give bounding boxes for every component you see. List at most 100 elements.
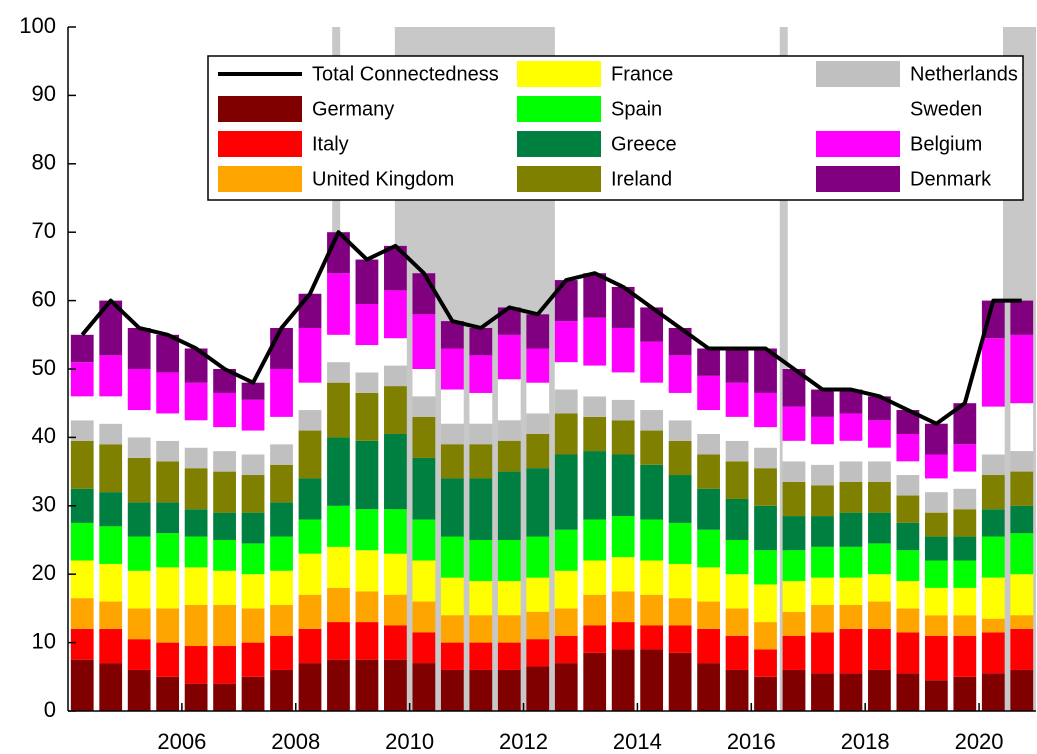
bar-segment [440,669,464,711]
bar-segment [298,553,322,595]
bar-segment [754,505,777,551]
bar-segment [70,420,94,441]
bar-segment [327,334,350,363]
bar-segment [99,628,123,664]
bar-segment [412,560,436,602]
bar-segment [127,639,151,670]
bar-segment [497,540,521,582]
bar-segment [697,663,720,711]
bar-segment [355,550,379,592]
bar-segment [127,369,151,411]
bar-segment [270,502,293,537]
bar-segment [811,464,834,486]
bar-segment [384,245,407,291]
bar-segment [469,327,493,356]
bar-segment [412,457,436,520]
bar-segment [156,413,180,441]
bar-segment [99,423,123,445]
bar-segment [526,468,550,537]
bar-segment [440,321,464,349]
bar-segment [924,680,948,711]
bar-segment [412,632,436,664]
legend-label: Italy [312,133,349,155]
bar-segment [270,635,293,670]
bar-segment [583,594,607,626]
bar-segment [1010,533,1034,575]
bar-segment [99,355,123,397]
bar-segment [924,615,948,636]
bar-segment [640,519,664,561]
bar-segment [70,628,94,660]
bar-segment [811,604,834,633]
bar-segment [99,492,123,527]
bar-segment [298,663,322,711]
bar-segment [697,375,720,411]
bar-segment [270,327,293,369]
bar-segment [184,509,208,537]
y-tick-label: 50 [32,355,56,380]
legend-swatch [816,96,900,122]
bar-segment [327,622,350,660]
bar-segment [668,420,692,441]
bar-segment [440,536,464,578]
legend-label: Belgium [910,133,982,155]
bar-segment [782,406,806,441]
bar-segment [668,598,692,626]
bar-segment [327,505,350,547]
bar-segment [241,574,265,609]
bar-segment [981,475,1005,510]
bar-segment [554,663,578,711]
bar-segment [953,488,977,510]
y-tick-label: 20 [32,560,56,585]
bar-segment [811,389,834,417]
bar-segment [184,468,208,510]
bar-segment [497,471,521,540]
bar-segment [384,386,407,434]
legend: Total Connectedness Germany Italy United Ki… [207,55,1024,201]
bar-segment [70,560,94,599]
bar-segment [384,338,407,366]
bar-segment [184,420,208,448]
bar-segment [668,392,692,421]
bar-segment [298,410,322,431]
bar-segment [469,669,493,711]
bar-segment [298,519,322,554]
bar-segment [754,427,777,448]
bar-segment [156,533,180,568]
bar-segment [355,304,379,346]
bar-segment [298,382,322,411]
bar-segment [127,327,151,369]
bar-segment [355,622,379,660]
bar-segment [70,334,94,363]
bar-segment [270,669,293,711]
bar-segment [156,372,180,414]
bar-segment [640,341,664,383]
bar-segment [839,604,863,629]
y-tick-label: 80 [32,150,56,175]
bar-segment [611,454,635,517]
bar-segment [611,622,635,650]
bar-segment [754,468,777,506]
bar-segment [213,540,236,571]
bar-segment [384,433,407,510]
x-tick-label: 2018 [841,729,890,754]
bar-segment [355,440,379,510]
legend-swatch [816,166,900,192]
bar-segment [811,577,834,605]
legend-label: France [611,63,673,85]
bar-segment [754,676,777,711]
bar-segment [868,628,891,670]
bar-segment [981,536,1005,578]
y-tick-label: 0 [44,697,56,722]
bar-segment [355,509,379,551]
bar-segment [896,461,920,476]
bar-segment [668,440,692,476]
bar-segment [896,522,920,551]
legend-swatch [517,61,601,87]
legend-swatch [517,166,601,192]
bar-segment [697,488,720,530]
bar-segment [384,594,407,626]
bar-segment [70,598,94,629]
bar-segment [99,444,123,493]
bar-segment [953,615,977,636]
